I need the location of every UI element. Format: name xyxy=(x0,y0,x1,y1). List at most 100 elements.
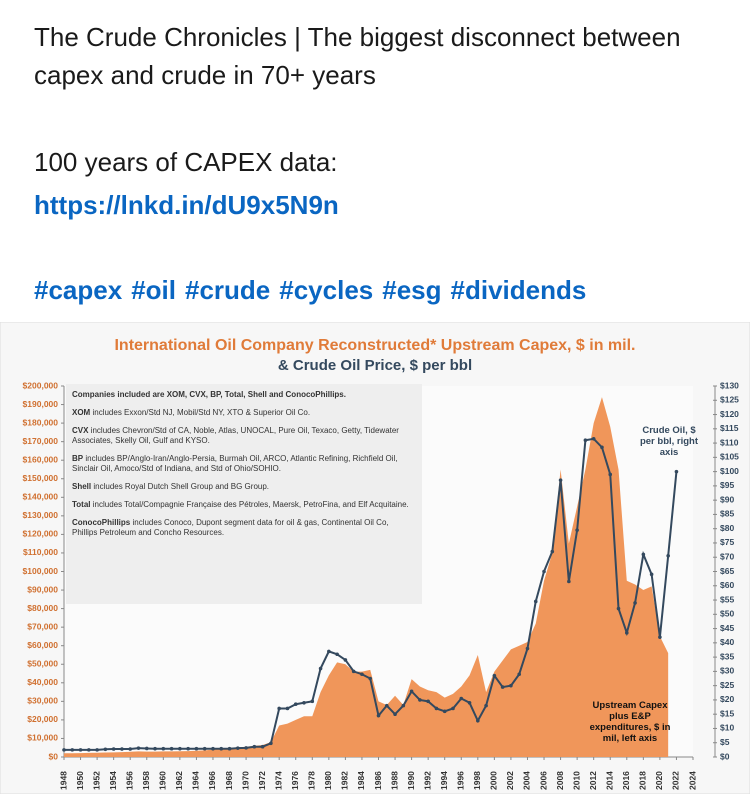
crude-point xyxy=(517,672,521,677)
crude-point xyxy=(302,700,306,705)
note-text: includes Chevron/Std of CA, Noble, Atlas… xyxy=(72,426,399,445)
y2-tick-label: $35 xyxy=(720,651,734,661)
chart: International Oil Company Reconstructed*… xyxy=(0,322,750,794)
crude-point xyxy=(500,685,505,689)
note-lead: Companies included are XOM, CVX, BP, Tot… xyxy=(72,390,346,399)
note-lead: Shell xyxy=(72,482,92,491)
crude-point xyxy=(384,703,389,708)
crude-point xyxy=(327,649,331,654)
note-lead: XOM xyxy=(72,408,91,417)
crude-point xyxy=(153,746,157,751)
crude-point xyxy=(558,478,563,482)
y-tick-label: $180,000 xyxy=(23,417,59,427)
hashtag[interactable]: #oil xyxy=(131,275,176,305)
crude-point xyxy=(136,746,141,750)
y2-tick-label: $100 xyxy=(720,466,739,476)
hashtag[interactable]: #esg xyxy=(382,275,442,305)
y2-tick-label: $120 xyxy=(720,409,739,419)
y-tick-label: $170,000 xyxy=(23,436,59,446)
crude-point xyxy=(467,700,472,705)
note-text: includes Royal Dutch Shell Group and BG … xyxy=(93,482,270,491)
crude-point xyxy=(343,658,348,662)
x-tick-label: 1968 xyxy=(224,771,234,790)
x-tick-label: 1978 xyxy=(307,771,317,790)
note-text: includes Conoco, Dupont segment data for… xyxy=(72,518,389,537)
hashtag[interactable]: #capex xyxy=(34,275,123,305)
crude-point xyxy=(360,672,364,677)
notes-box: Companies included are XOM, CVX, BP, Tot… xyxy=(66,384,422,604)
y-tick-label: $190,000 xyxy=(23,399,59,409)
crude-point xyxy=(252,744,257,749)
crude-point xyxy=(244,746,248,750)
crude-point xyxy=(144,746,149,751)
y2-tick-label: $50 xyxy=(720,609,734,619)
note: Total includes Total/Compagnie Française… xyxy=(72,500,416,510)
x-tick-label: 2000 xyxy=(489,771,499,790)
x-tick-label: 2002 xyxy=(505,771,515,790)
crude-point xyxy=(401,703,406,708)
crude-point xyxy=(674,469,679,474)
y2-tick-label: $25 xyxy=(720,680,734,690)
y-tick-label: $50,000 xyxy=(27,659,58,669)
y2-tick-label: $85 xyxy=(720,509,734,519)
note-text: includes Exxon/Std NJ, Mobil/Std NY, XTO… xyxy=(92,408,311,417)
crude-point xyxy=(236,746,240,750)
x-tick-label: 1972 xyxy=(257,771,267,790)
crude-point xyxy=(492,673,497,678)
note: ConocoPhillips includes Conoco, Dupont s… xyxy=(72,518,416,538)
y2-tick-label: $10 xyxy=(720,723,734,733)
x-tick-label: 2016 xyxy=(621,771,631,790)
x-tick-label: 1958 xyxy=(141,771,151,790)
crude-point xyxy=(418,698,422,702)
crude-point xyxy=(202,746,207,751)
y-tick-label: $120,000 xyxy=(23,529,59,539)
x-tick-label: 2010 xyxy=(571,771,581,790)
x-tick-label: 1964 xyxy=(191,771,201,790)
x-tick-label: 2014 xyxy=(604,771,614,790)
y2-tick-label: $55 xyxy=(720,594,734,604)
crude-point xyxy=(293,702,298,707)
y-tick-label: $30,000 xyxy=(27,696,58,706)
x-tick-label: 1996 xyxy=(456,771,466,790)
hashtag[interactable]: #crude xyxy=(184,275,271,305)
crude-point xyxy=(600,445,604,450)
post-link[interactable]: https://lnkd.in/dU9x5N9n xyxy=(34,190,339,220)
crude-point xyxy=(476,718,480,723)
x-tick-label: 1980 xyxy=(323,771,333,790)
x-tick-label: 1988 xyxy=(389,771,399,790)
crude-point xyxy=(550,549,555,554)
y2-tick-label: $70 xyxy=(720,551,734,561)
crude-point xyxy=(87,748,91,752)
note-lead: CVX xyxy=(72,426,89,435)
crude-point xyxy=(186,746,190,751)
crude-point xyxy=(666,554,670,558)
y-tick-label: $60,000 xyxy=(27,640,58,650)
x-tick-label: 1962 xyxy=(174,771,184,790)
hashtags: #capex #oil #crude #cycles #esg #dividends xyxy=(34,271,724,309)
crude-point xyxy=(376,713,381,718)
crude-point xyxy=(451,706,455,711)
hashtag[interactable]: #dividends xyxy=(450,275,587,305)
y-tick-label: $80,000 xyxy=(27,603,58,613)
y-tick-label: $110,000 xyxy=(23,547,58,557)
y-tick-label: $160,000 xyxy=(23,454,59,464)
hashtag[interactable]: #cycles xyxy=(279,275,374,305)
crude-point xyxy=(178,746,182,751)
crude-point xyxy=(525,646,530,651)
crude-point xyxy=(219,746,224,751)
x-tick-label: 1952 xyxy=(91,771,101,790)
crude-point xyxy=(608,472,613,477)
crude-point xyxy=(260,744,265,749)
crude-point xyxy=(624,631,629,635)
crude-point xyxy=(459,696,464,701)
crude-point xyxy=(542,569,546,574)
y-tick-label: $40,000 xyxy=(27,677,58,687)
note-text: includes Total/Compagnie Française des P… xyxy=(92,500,409,509)
crude-point xyxy=(509,683,513,688)
x-tick-label: 2022 xyxy=(671,771,681,790)
y2-tick-label: $95 xyxy=(720,480,734,490)
crude-point xyxy=(277,706,281,711)
y2-tick-label: $40 xyxy=(720,637,734,647)
x-tick-label: 1984 xyxy=(356,771,366,790)
post-headline: The Crude Chronicles | The biggest disco… xyxy=(34,22,681,90)
